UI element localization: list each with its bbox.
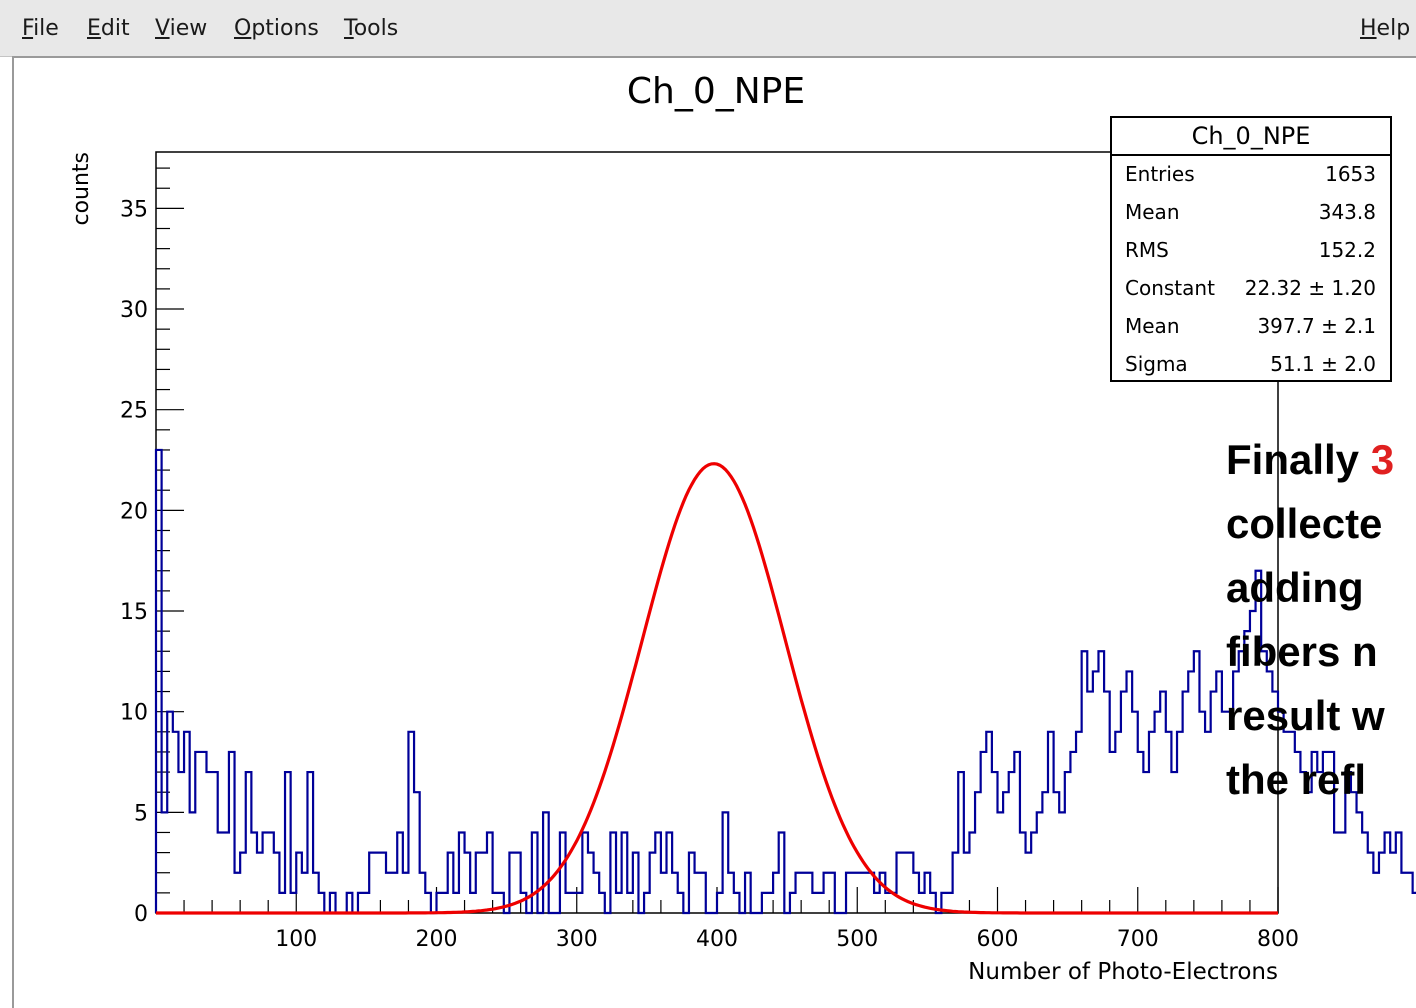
stats-name-rms: RMS (1125, 238, 1169, 262)
stats-row-rms: RMS 152.2 (1112, 232, 1390, 270)
stats-name-entries: Entries (1125, 162, 1195, 186)
y-tick-label: 5 (134, 801, 148, 826)
x-tick-label: 800 (1257, 927, 1299, 952)
stats-value-rms: 152.2 (1318, 238, 1376, 262)
annotation-line-1: Finally 3 (1226, 428, 1394, 492)
annotation-line-1-text: Finally (1226, 436, 1371, 483)
menu-help[interactable]: Help (1360, 16, 1411, 41)
stats-name-constant: Constant (1125, 276, 1215, 300)
stats-row-sigma: Sigma 51.1 ± 2.0 (1112, 346, 1390, 384)
stats-row-constant: Constant 22.32 ± 1.20 (1112, 270, 1390, 308)
annotation-line-2-text: collecte (1226, 500, 1383, 547)
x-tick-label: 400 (696, 927, 738, 952)
x-tick-label: 200 (416, 927, 458, 952)
x-tick-label: 100 (275, 927, 317, 952)
annotation-line-2: collecte (1226, 492, 1394, 556)
stats-name-mean: Mean (1125, 200, 1180, 224)
y-axis-label: counts (69, 152, 94, 226)
stats-value-mean: 343.8 (1318, 200, 1376, 224)
stats-row-fit-mean: Mean 397.7 ± 2.1 (1112, 308, 1390, 346)
annotation-line-5-text: result w (1226, 692, 1385, 739)
stats-box[interactable]: Ch_0_NPE Entries 1653 Mean 343.8 RMS 152… (1110, 116, 1392, 382)
stats-name-sigma: Sigma (1125, 352, 1188, 376)
x-axis-label: Number of Photo-Electrons (968, 959, 1278, 985)
chart-title: Ch_0_NPE (627, 71, 805, 112)
stats-value-entries: 1653 (1325, 162, 1376, 186)
stats-title: Ch_0_NPE (1112, 118, 1390, 156)
menu-file[interactable]: File (22, 16, 59, 41)
stats-row-mean: Mean 343.8 (1112, 194, 1390, 232)
x-tick-label: 600 (977, 927, 1019, 952)
x-tick-label: 700 (1117, 927, 1159, 952)
y-tick-label: 25 (120, 399, 148, 424)
annotation-line-6: the refl (1226, 748, 1394, 812)
annotation-line-3-text: adding (1226, 564, 1364, 611)
stats-value-sigma: 51.1 ± 2.0 (1270, 352, 1376, 376)
annotation-line-4-text: fibers n (1226, 628, 1378, 675)
menu-edit[interactable]: Edit (87, 16, 130, 41)
y-tick-label: 30 (120, 298, 148, 323)
annotation-line-5: result w (1226, 684, 1394, 748)
menu-bar: File Edit View Options Tools Help (0, 0, 1416, 57)
y-tick-label: 35 (120, 197, 148, 222)
gaussian-fit-curve (156, 462, 1278, 915)
annotation-line-4: fibers n (1226, 620, 1394, 684)
y-tick-label: 10 (120, 701, 148, 726)
y-tick-label: 15 (120, 600, 148, 625)
x-tick-label: 500 (836, 927, 878, 952)
stats-value-fit-mean: 397.7 ± 2.1 (1257, 314, 1376, 338)
annotation-line-6-text: the refl (1226, 756, 1367, 803)
x-tick-label: 300 (556, 927, 598, 952)
slide-annotation-text: Finally 3 collecte adding fibers n result w… (1226, 428, 1394, 812)
y-tick-label: 20 (120, 499, 148, 524)
menu-tools[interactable]: Tools (344, 16, 399, 41)
menu-options[interactable]: Options (234, 16, 319, 41)
annotation-highlight-number: 3 (1370, 436, 1395, 483)
annotation-line-3: adding (1226, 556, 1394, 620)
y-tick-label: 0 (134, 902, 148, 927)
menu-view[interactable]: View (155, 16, 208, 41)
stats-name-fit-mean: Mean (1125, 314, 1180, 338)
stats-value-constant: 22.32 ± 1.20 (1244, 276, 1376, 300)
stats-row-entries: Entries 1653 (1112, 156, 1390, 194)
